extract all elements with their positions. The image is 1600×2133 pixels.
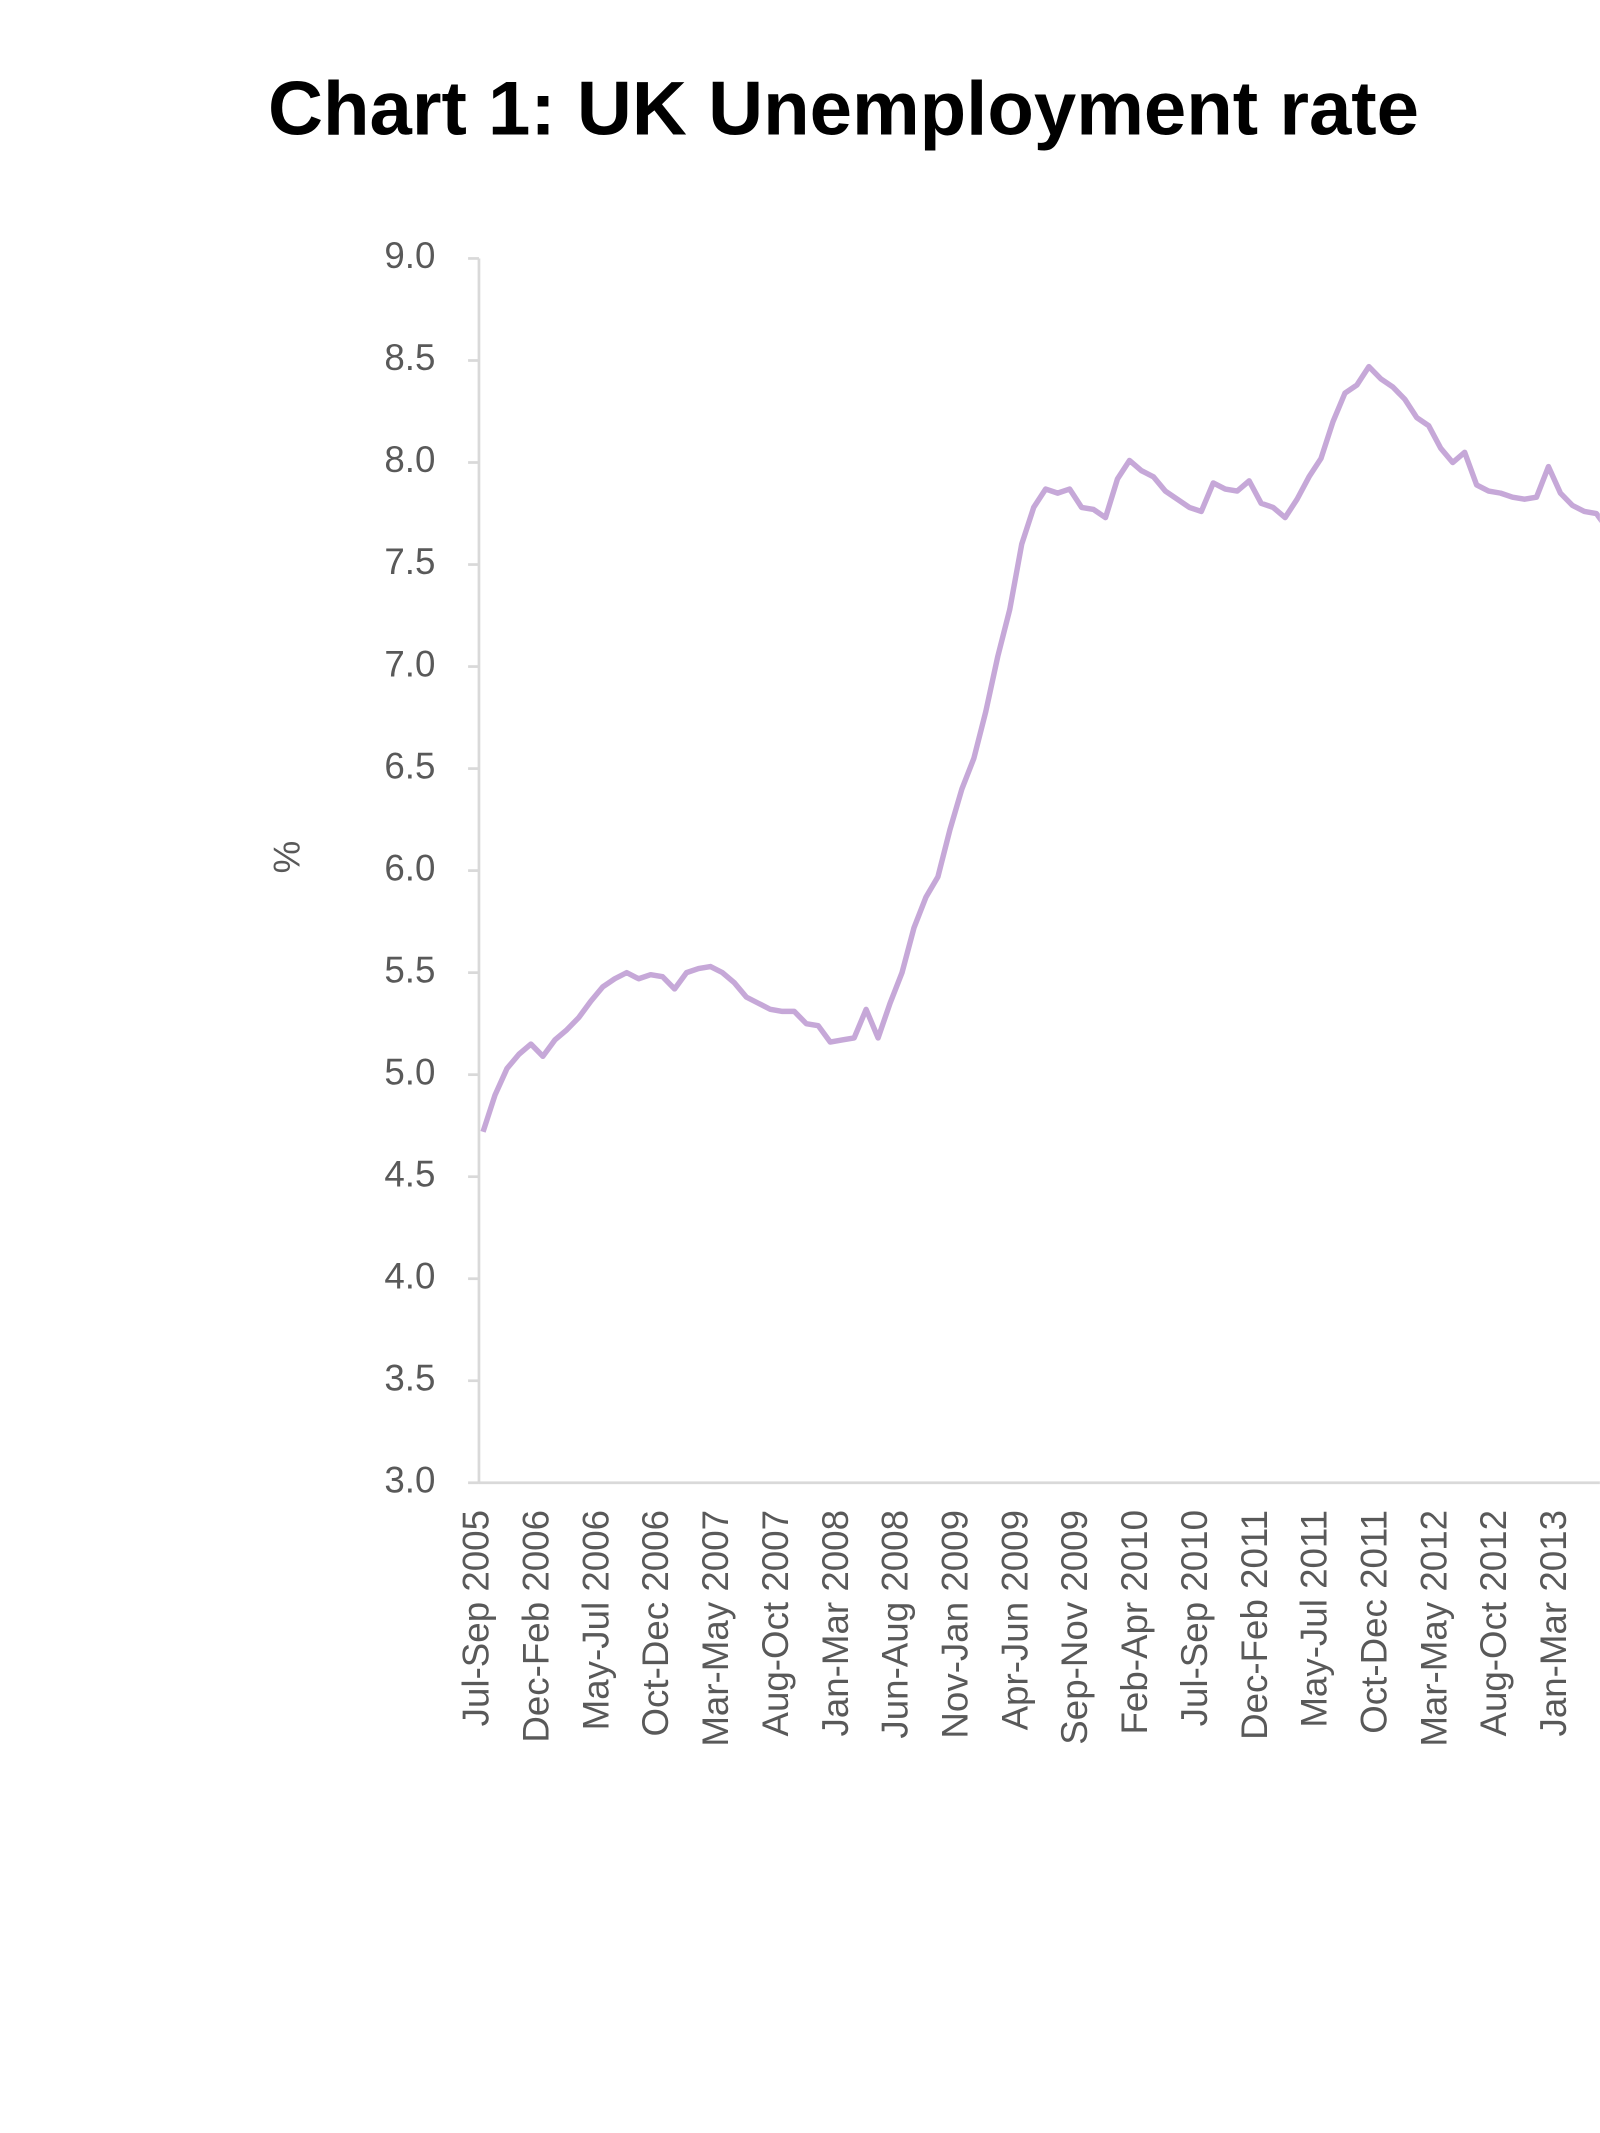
- x-tick-label: Sep-Nov 2009: [1054, 1510, 1095, 1745]
- y-tick-label: 3.5: [384, 1357, 435, 1398]
- x-tick-label: Jul-Sep 2010: [1174, 1510, 1215, 1726]
- y-tick-label: 7.0: [384, 643, 435, 684]
- y-tick-label: 5.0: [384, 1051, 435, 1092]
- plot-area: [480, 363, 1600, 1133]
- data-line: [480, 363, 1600, 1133]
- x-tick-label: Apr-Jun 2009: [994, 1510, 1035, 1730]
- y-tick-label: 6.5: [384, 745, 435, 786]
- x-tick-label: Oct-Dec 2011: [1353, 1510, 1394, 1734]
- x-tick-label: Dec-Feb 2011: [1234, 1510, 1275, 1740]
- x-tick-label: Aug-Oct 2012: [1473, 1510, 1514, 1737]
- x-tick-label: Dec-Feb 2006: [516, 1510, 557, 1743]
- y-tick-label: 6.0: [384, 847, 435, 888]
- y-tick-label: 7.5: [384, 541, 435, 582]
- y-tick-label: 9.0: [384, 235, 435, 276]
- x-tick-label: Feb-Apr 2010: [1114, 1510, 1155, 1735]
- x-tick-label: Mar-May 2007: [695, 1510, 736, 1747]
- x-tick-label: Aug-Oct 2007: [755, 1510, 796, 1737]
- chart-title: Chart 1: UK Unemployment rate: [268, 66, 1419, 151]
- x-tick-label: Oct-Dec 2006: [635, 1510, 676, 1737]
- x-tick-label: Mar-May 2012: [1413, 1510, 1454, 1747]
- y-tick-label: 4.0: [384, 1255, 435, 1296]
- x-tick-label: Jun-Aug 2008: [875, 1510, 916, 1739]
- y-tick-label: 8.0: [384, 439, 435, 480]
- y-axis-label: %: [267, 841, 308, 874]
- x-tick-label: Jan-Mar 2013: [1533, 1510, 1574, 1737]
- x-tick-label: Nov-Jan 2009: [935, 1510, 976, 1739]
- x-tick-label: May-Jul 2006: [575, 1510, 616, 1730]
- x-tick-label: May-Jul 2011: [1294, 1510, 1335, 1728]
- x-tick-label: Jan-Mar 2008: [815, 1510, 856, 1737]
- y-tick-label: 8.5: [384, 337, 435, 378]
- x-tick-label: Jul-Sep 2005: [456, 1510, 497, 1726]
- y-tick-label: 4.5: [384, 1153, 435, 1194]
- y-tick-label: 3.0: [384, 1459, 435, 1500]
- y-tick-label: 5.5: [384, 949, 435, 990]
